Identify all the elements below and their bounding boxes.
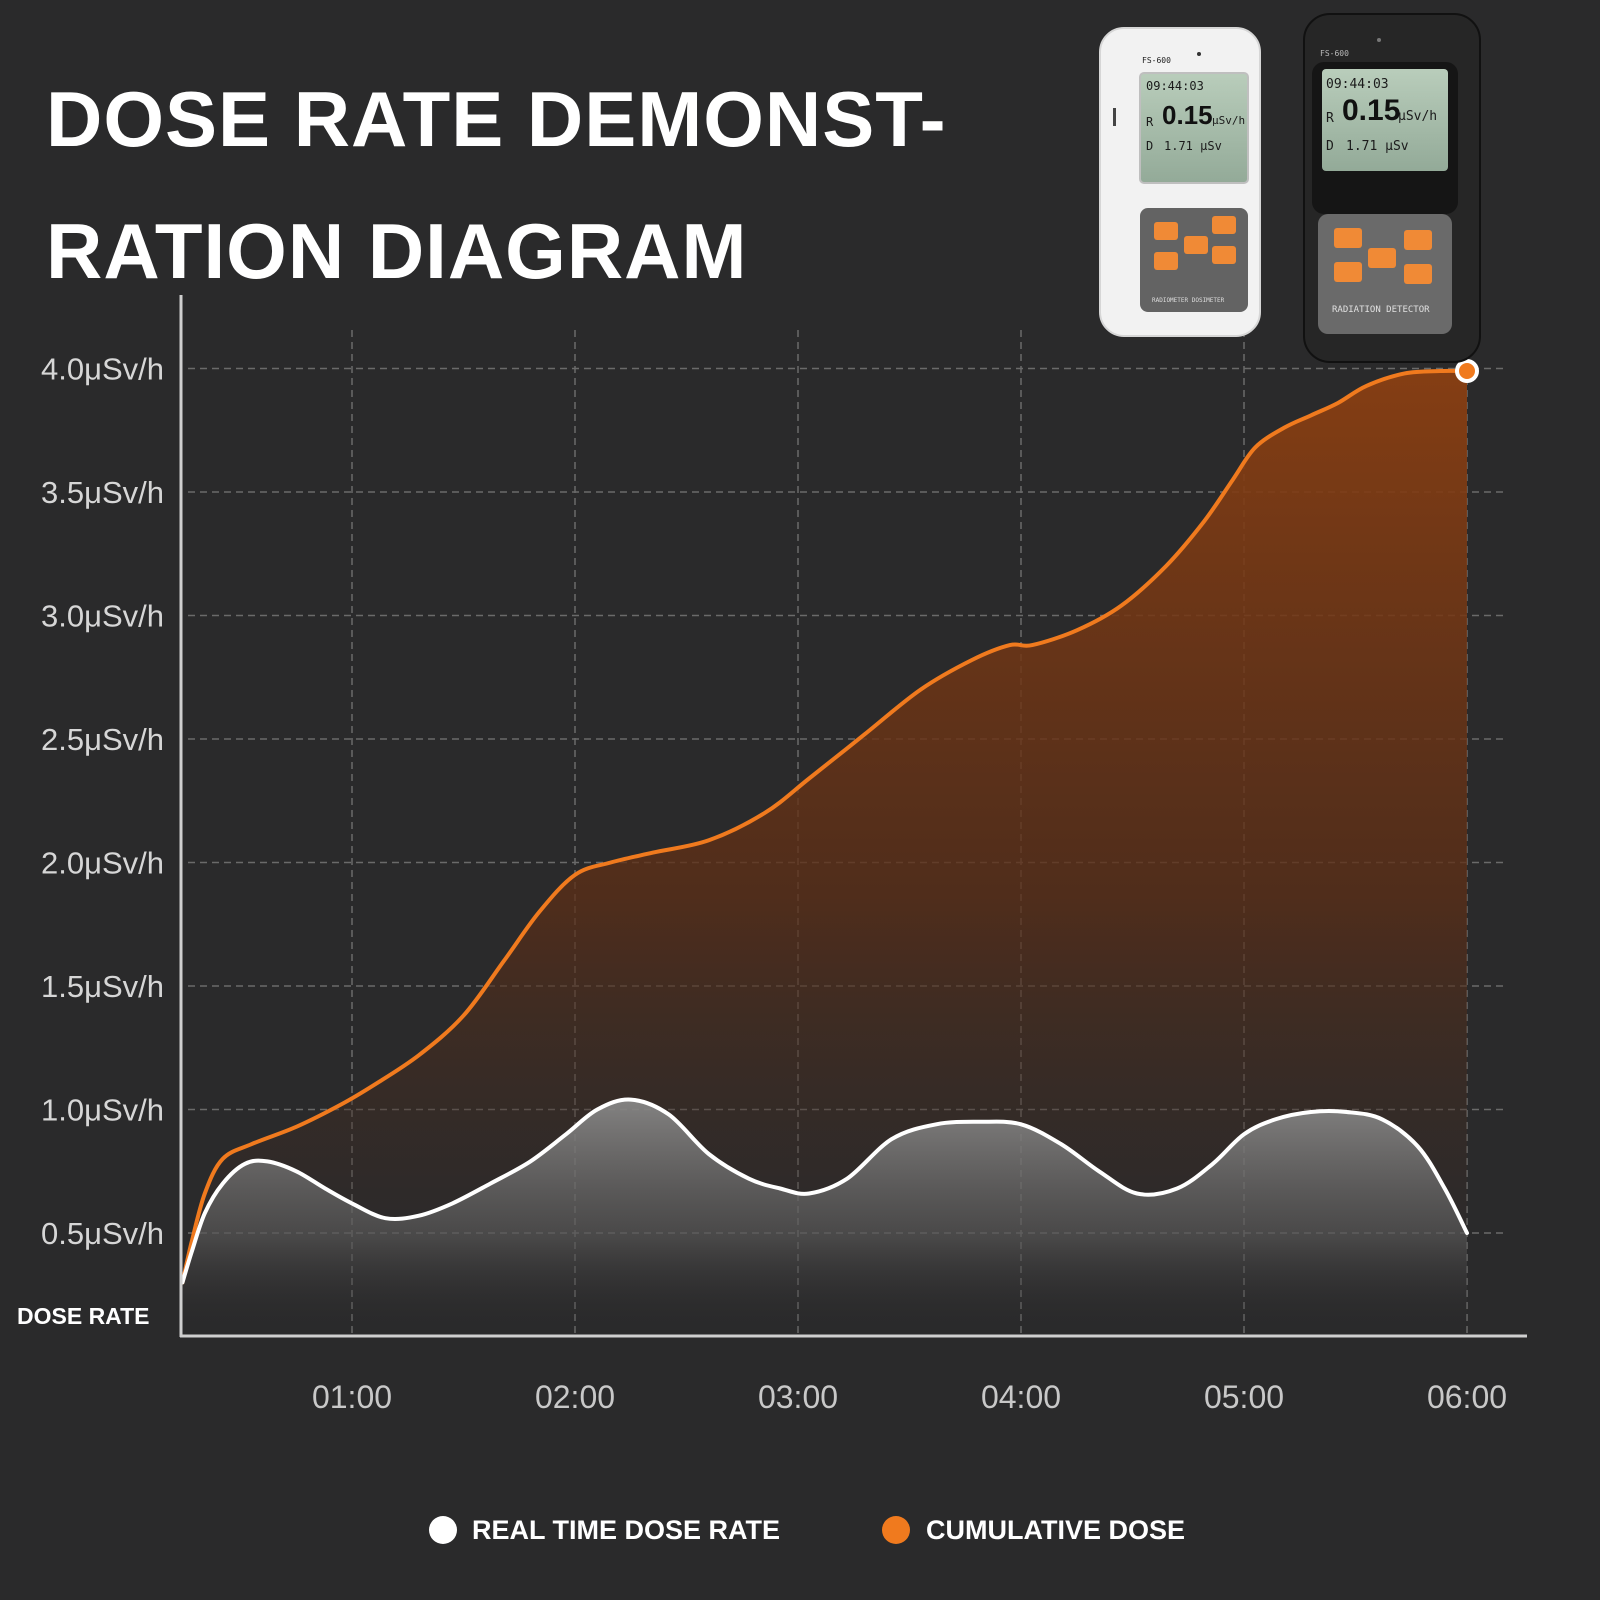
x-tick-label-4: 05:00 [1204, 1379, 1284, 1415]
legend-swatch-realtime [429, 1516, 457, 1544]
series-lines [180, 368, 1469, 1285]
device-key-back [1404, 230, 1432, 250]
y-axis-title: DOSE RATE [17, 1303, 149, 1329]
device-caption: RADIOMETER DOSIMETER [1152, 297, 1225, 304]
device-key-down [1154, 252, 1178, 270]
legend-item-realtime: REAL TIME DOSE RATE [429, 1515, 780, 1545]
device-image-white: FS-600 09:44:03 R 0.15 μSv/h D 1.71 μSv … [1099, 27, 1261, 337]
x-tick-labels: 01:00 02:00 03:00 04:00 05:00 06:00 [312, 1379, 1507, 1415]
device-dose-value: 1.71 μSv [1164, 139, 1222, 153]
series-markers [1455, 358, 1479, 383]
device-key-ok [1212, 246, 1236, 264]
y-tick-label-7: 4.0μSv/h [41, 352, 164, 387]
device-side-button [1113, 108, 1116, 126]
y-tick-label-0: 0.5μSv/h [41, 1216, 164, 1251]
device-rate-unit: μSv/h [1398, 109, 1437, 124]
device-camera-dot [1377, 38, 1381, 42]
y-tick-label-4: 2.5μSv/h [41, 722, 164, 757]
device-rate-value: 0.15 [1162, 100, 1213, 130]
device-key-play [1184, 236, 1208, 254]
device-screen [1139, 72, 1249, 184]
device-rate-value: 0.15 [1342, 94, 1400, 127]
x-tick-label-1: 02:00 [535, 1379, 615, 1415]
series-areas [182, 370, 1467, 1330]
device-key-play [1368, 248, 1396, 268]
device-dose-prefix: D [1326, 139, 1334, 154]
y-tick-label-5: 3.0μSv/h [41, 599, 164, 634]
legend: REAL TIME DOSE RATE CUMULATIVE DOSE [429, 1515, 1185, 1545]
device-time: 09:44:03 [1326, 77, 1389, 92]
legend-swatch-cumulative [882, 1516, 910, 1544]
device-key-up [1334, 228, 1362, 248]
y-tick-label-3: 2.0μSv/h [41, 846, 164, 881]
y-tick-label-2: 1.5μSv/h [41, 969, 164, 1004]
device-model-label: FS-600 [1142, 56, 1171, 65]
device-key-ok [1404, 264, 1432, 284]
device-key-down [1334, 262, 1362, 282]
device-rate-unit: μSv/h [1212, 114, 1245, 127]
y-tick-label-1: 1.0μSv/h [41, 1093, 164, 1128]
legend-item-cumulative: CUMULATIVE DOSE [882, 1515, 1185, 1545]
series-line-realtime [180, 1097, 1469, 1285]
device-dose-prefix: D [1146, 139, 1153, 153]
legend-label-realtime: REAL TIME DOSE RATE [472, 1515, 780, 1545]
device-key-up [1154, 222, 1178, 240]
device-key-back [1212, 216, 1236, 234]
device-time: 09:44:03 [1146, 79, 1204, 93]
legend-label-cumulative: CUMULATIVE DOSE [926, 1515, 1185, 1545]
device-rate-prefix: R [1146, 115, 1154, 129]
x-tick-label-5: 06:00 [1427, 1379, 1507, 1415]
device-caption: RADIATION DETECTOR [1332, 305, 1430, 315]
device-image-black: FS-600 09:44:03 R 0.15 μSv/h D 1.71 μSv … [1303, 13, 1481, 363]
x-tick-label-2: 03:00 [758, 1379, 838, 1415]
series-end-marker-cumulative [1455, 358, 1479, 383]
series-area-cumulative [182, 370, 1467, 1330]
y-tick-labels: 0.5μSv/h 1.0μSv/h 1.5μSv/h 2.0μSv/h 2.5μSv/h… [41, 352, 164, 1252]
chart-title-line-1: DOSE RATE DEMONST- [46, 75, 947, 163]
device-rate-prefix: R [1326, 111, 1334, 126]
y-tick-label-6: 3.5μSv/h [41, 475, 164, 510]
series-area-realtime [182, 1099, 1467, 1330]
chart-title-line-2: RATION DIAGRAM [46, 207, 748, 295]
device-camera-dot [1197, 52, 1201, 56]
device-screen [1322, 69, 1448, 171]
x-tick-label-3: 04:00 [981, 1379, 1061, 1415]
x-tick-label-0: 01:00 [312, 1379, 392, 1415]
device-model-label: FS-600 [1320, 49, 1349, 58]
series-line-cumulative [180, 368, 1469, 1285]
device-dose-value: 1.71 μSv [1346, 139, 1409, 154]
